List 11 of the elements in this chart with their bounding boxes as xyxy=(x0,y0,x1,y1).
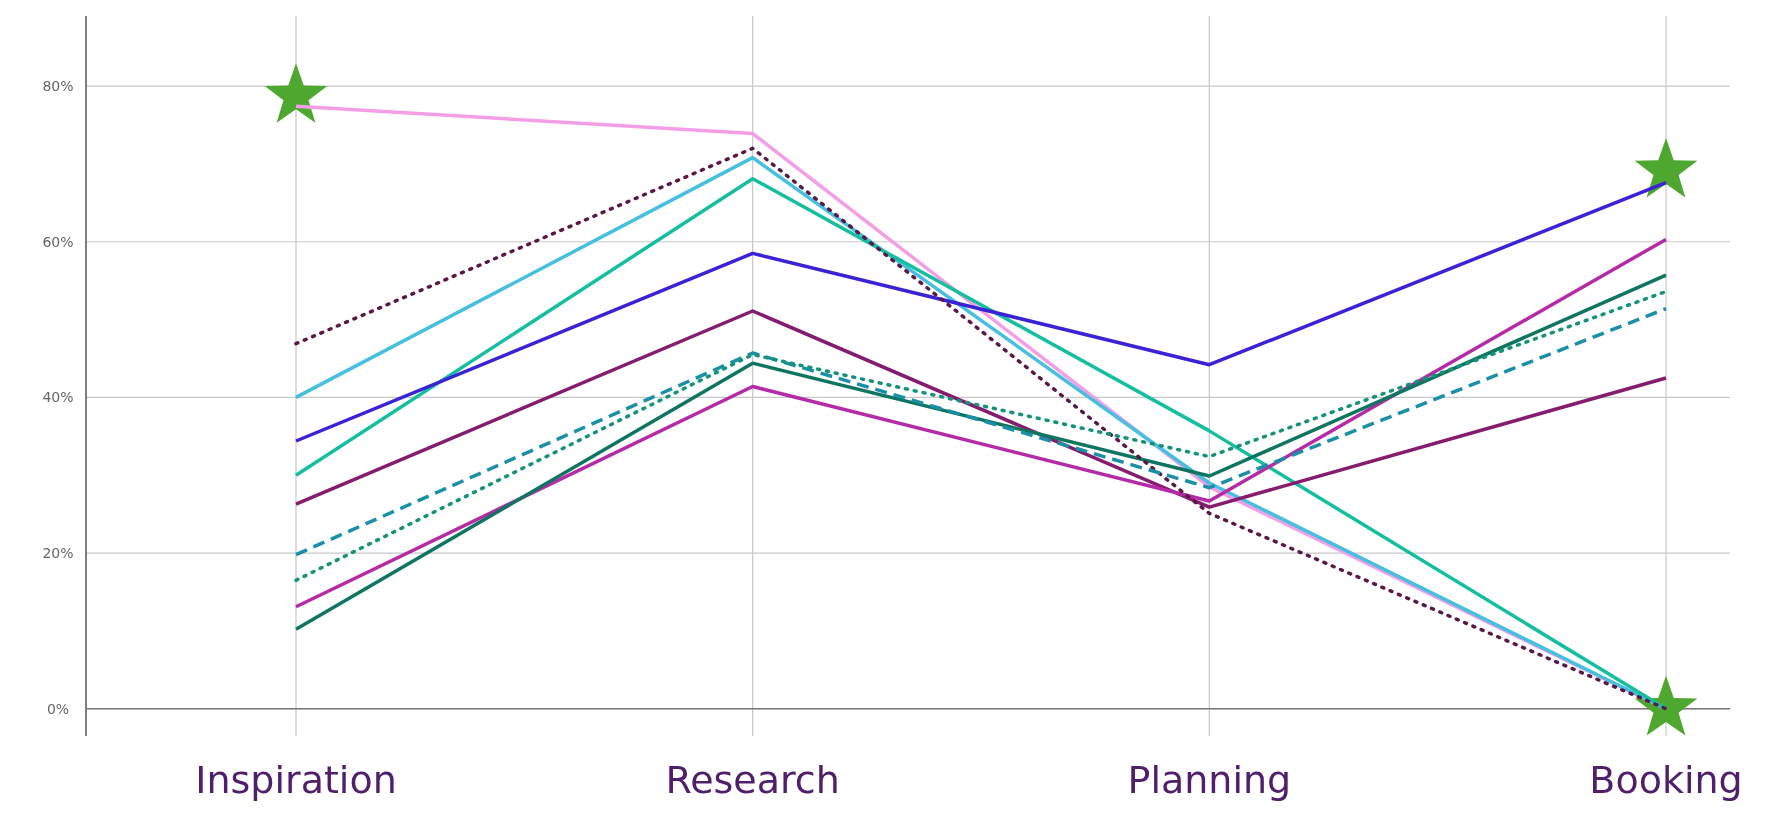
y-tick-label: 80% xyxy=(42,77,74,94)
x-tick-label: Planning xyxy=(1127,758,1292,802)
y-tick-label: 0% xyxy=(46,700,70,717)
x-tick-label: Research xyxy=(665,758,840,802)
x-tick-label: Booking xyxy=(1589,758,1743,802)
x-tick-label: Inspiration xyxy=(195,758,397,802)
line-series xyxy=(294,309,1668,509)
line-series xyxy=(294,180,1668,443)
y-tick-label: 40% xyxy=(42,389,74,406)
y-tick-label: 20% xyxy=(42,544,74,561)
y-tick-label: 60% xyxy=(42,233,74,250)
